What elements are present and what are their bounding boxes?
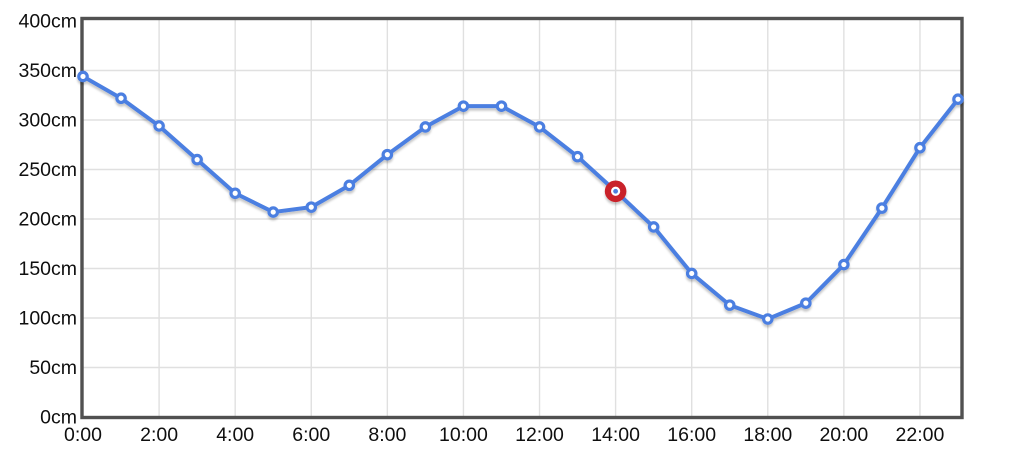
data-point-1:00[interactable] xyxy=(115,92,127,105)
x-axis-tick-label: 10:00 xyxy=(439,424,488,446)
y-axis-tick-label: 350cm xyxy=(18,60,77,82)
data-point-21:00[interactable] xyxy=(876,202,888,214)
x-axis-tick-label: 16:00 xyxy=(667,424,716,446)
y-axis-tick-label: 150cm xyxy=(18,258,77,280)
data-point-15:00[interactable] xyxy=(647,221,660,233)
data-point-3:00[interactable] xyxy=(191,153,203,166)
data-point-12:00[interactable] xyxy=(533,121,546,133)
data-point-4:00[interactable] xyxy=(229,187,241,200)
x-axis-tick-label: 8:00 xyxy=(368,424,406,446)
y-axis-tick-label: 100cm xyxy=(18,308,77,330)
x-axis-tick-label: 22:00 xyxy=(896,424,945,446)
data-point-17:00[interactable] xyxy=(723,299,736,311)
selected-point-dot xyxy=(613,188,619,194)
data-point-5:00[interactable] xyxy=(267,206,280,218)
data-point-11:00[interactable] xyxy=(495,100,508,112)
plot-border xyxy=(80,16,964,420)
data-point-20:00[interactable] xyxy=(838,258,850,271)
y-axis-tick-label: 50cm xyxy=(29,357,77,379)
tide-line xyxy=(81,74,960,321)
data-point-18:00[interactable] xyxy=(761,313,774,325)
x-axis-tick-label: 18:00 xyxy=(743,424,792,446)
data-point-22:00[interactable] xyxy=(914,141,926,154)
y-axis-tick-label: 400cm xyxy=(18,11,77,33)
x-axis-tick-label: 2:00 xyxy=(140,424,178,446)
tide-series xyxy=(77,70,964,325)
data-point-10:00[interactable] xyxy=(457,100,470,112)
data-point-7:00[interactable] xyxy=(343,179,356,192)
data-point-8:00[interactable] xyxy=(381,148,394,161)
y-axis-tick-label: 300cm xyxy=(18,110,77,132)
data-point-6:00[interactable] xyxy=(305,201,318,213)
x-axis-tick-label: 20:00 xyxy=(819,424,868,446)
x-axis-tick-label: 14:00 xyxy=(591,424,640,446)
data-point-23:00[interactable] xyxy=(952,93,964,106)
x-axis-tick-label: 4:00 xyxy=(216,424,254,446)
data-point-16:00[interactable] xyxy=(685,267,698,280)
x-axis-tick-label: 6:00 xyxy=(292,424,330,446)
data-point-19:00[interactable] xyxy=(800,297,812,309)
data-point-0:00[interactable] xyxy=(77,70,89,83)
x-axis-tick-label: 0:00 xyxy=(64,424,102,446)
data-point-9:00[interactable] xyxy=(419,121,432,133)
y-axis-tick-label: 250cm xyxy=(18,159,77,181)
y-axis-tick-label: 200cm xyxy=(18,209,77,231)
y-axis-tick-label: 0cm xyxy=(40,407,77,429)
x-axis-tick-label: 12:00 xyxy=(515,424,564,446)
data-point-2:00[interactable] xyxy=(153,120,165,132)
data-point-13:00[interactable] xyxy=(571,150,584,163)
